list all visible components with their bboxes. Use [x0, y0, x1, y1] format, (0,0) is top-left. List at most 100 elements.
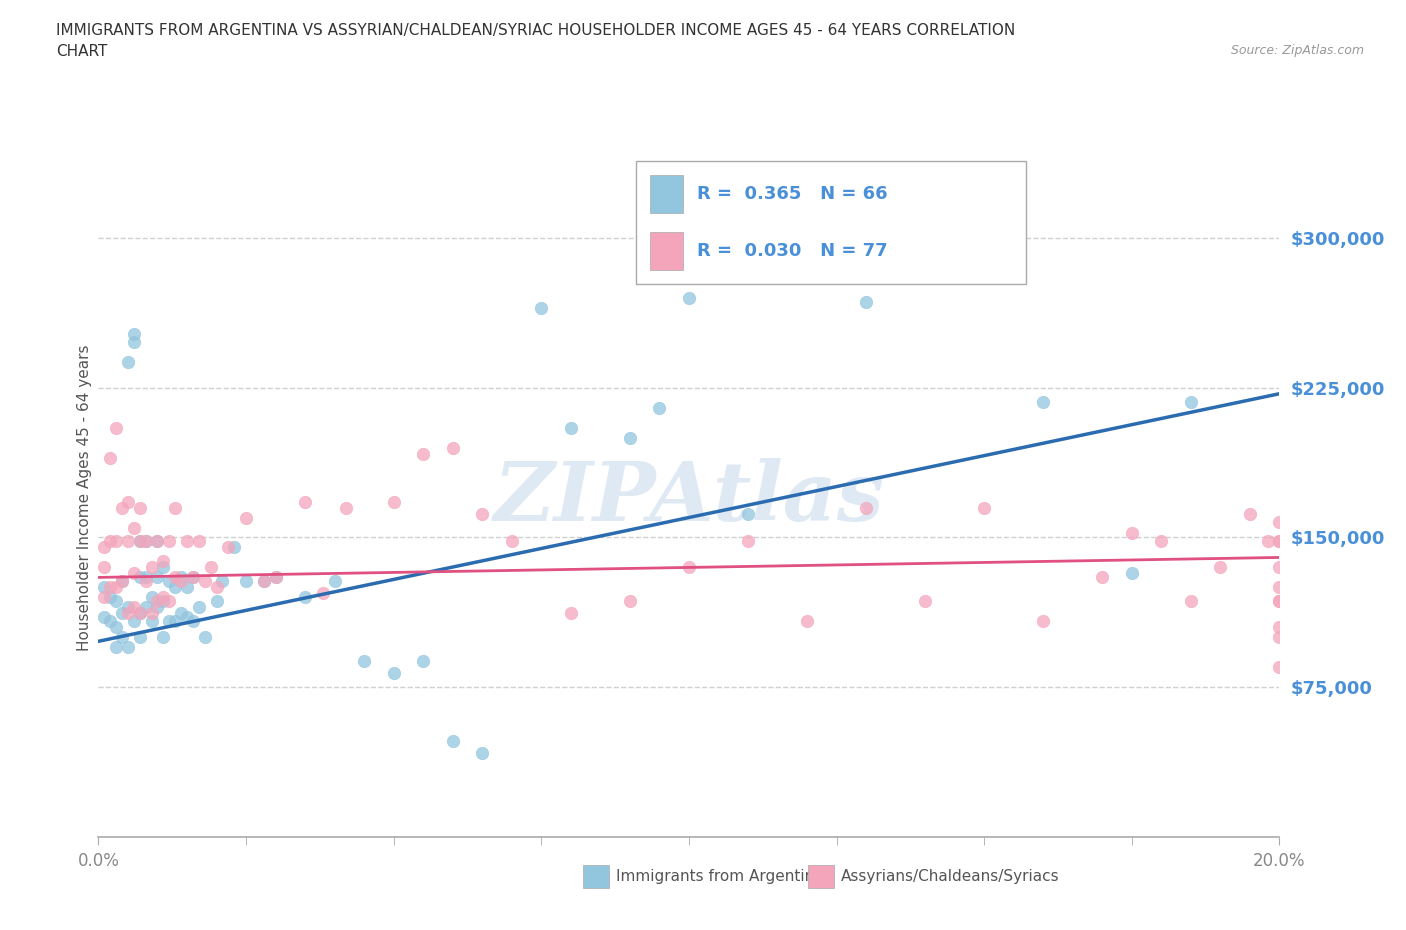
Point: [128, 534, 150, 549]
Text: R =  0.030   N = 77: R = 0.030 N = 77: [697, 242, 887, 260]
Point: [135, 534, 157, 549]
Point: [93, 580, 115, 595]
Point: [973, 500, 995, 515]
Point: [253, 574, 276, 589]
Text: Immigrants from Argentina: Immigrants from Argentina: [616, 870, 824, 884]
Point: [264, 570, 287, 585]
Point: [796, 614, 818, 629]
Point: [170, 574, 193, 589]
Point: [170, 570, 193, 585]
Point: [117, 600, 139, 615]
Point: [152, 554, 174, 569]
Point: [211, 574, 233, 589]
Point: [1268, 630, 1291, 644]
Point: [1268, 580, 1291, 595]
Point: [93, 610, 115, 625]
Point: [146, 534, 169, 549]
Point: [122, 614, 145, 629]
Point: [122, 566, 145, 581]
Point: [217, 540, 239, 555]
Point: [98, 450, 121, 465]
Point: [176, 610, 198, 625]
Point: [619, 431, 641, 445]
Point: [122, 600, 145, 615]
Point: [135, 570, 157, 585]
Point: [471, 746, 494, 761]
Point: [412, 654, 434, 669]
Point: [98, 580, 121, 595]
Point: [382, 494, 405, 509]
Point: [264, 570, 287, 585]
Point: [1180, 394, 1202, 409]
Point: [181, 614, 204, 629]
Point: [1268, 560, 1291, 575]
Point: [471, 506, 494, 521]
Point: [412, 446, 434, 461]
Point: [152, 594, 174, 609]
Point: [1032, 394, 1054, 409]
Point: [128, 606, 150, 621]
Point: [128, 606, 150, 621]
Y-axis label: Householder Income Ages 45 - 64 years: Householder Income Ages 45 - 64 years: [77, 344, 91, 651]
Point: [128, 570, 150, 585]
Point: [98, 534, 121, 549]
Point: [737, 534, 759, 549]
Point: [1121, 566, 1143, 581]
Point: [165, 580, 187, 595]
Text: ZIPAtlas: ZIPAtlas: [494, 458, 884, 538]
Point: [141, 590, 163, 604]
Point: [111, 574, 134, 589]
Point: [146, 570, 169, 585]
Point: [619, 594, 641, 609]
Point: [1268, 660, 1291, 675]
Point: [855, 295, 877, 310]
Point: [1268, 534, 1291, 549]
Point: [122, 335, 145, 350]
Point: [205, 594, 228, 609]
Point: [105, 620, 128, 635]
Point: [93, 540, 115, 555]
Point: [157, 594, 180, 609]
Point: [200, 560, 222, 575]
Point: [312, 586, 335, 601]
Point: [1268, 594, 1291, 609]
Point: [678, 560, 700, 575]
Point: [105, 420, 128, 435]
Point: [93, 560, 115, 575]
Point: [194, 630, 217, 644]
Point: [335, 500, 357, 515]
Point: [441, 440, 464, 455]
Point: [157, 614, 180, 629]
Point: [176, 534, 198, 549]
Point: [1209, 560, 1232, 575]
Point: [353, 654, 375, 669]
Point: [914, 594, 936, 609]
Point: [441, 734, 464, 749]
Point: [181, 570, 204, 585]
Point: [117, 354, 139, 369]
Point: [93, 590, 115, 604]
Point: [737, 506, 759, 521]
Point: [501, 534, 523, 549]
Point: [105, 534, 128, 549]
Point: [146, 594, 169, 609]
Point: [1180, 594, 1202, 609]
Text: CHART: CHART: [56, 44, 108, 59]
FancyBboxPatch shape: [636, 162, 1025, 284]
Point: [98, 590, 121, 604]
Point: [141, 560, 163, 575]
Point: [135, 534, 157, 549]
Point: [98, 614, 121, 629]
Point: [382, 666, 405, 681]
Point: [117, 534, 139, 549]
Point: [205, 580, 228, 595]
Point: [117, 494, 139, 509]
Point: [165, 614, 187, 629]
Bar: [650, 176, 683, 213]
Point: [111, 630, 134, 644]
Point: [157, 574, 180, 589]
Point: [187, 600, 209, 615]
Point: [135, 574, 157, 589]
Point: [530, 300, 553, 315]
Point: [1091, 570, 1114, 585]
